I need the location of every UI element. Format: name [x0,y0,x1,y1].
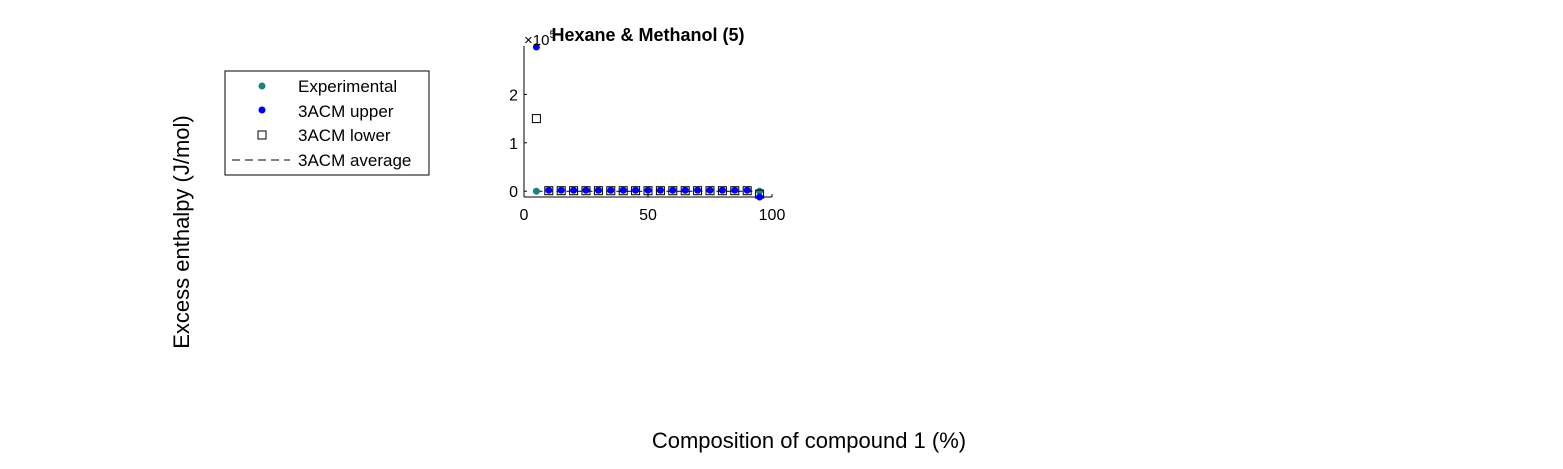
point-3acm-lower [593,186,603,196]
point-3acm-lower [643,186,653,196]
chart-title: Hexane & Methanol (5) [551,25,744,45]
y-tick-label: 0 [509,184,518,201]
y-tick-label: 2 [509,87,518,104]
legend-box [224,70,430,176]
point-3acm-upper [669,186,677,194]
point-3acm-lower [569,186,579,196]
plot-marks [531,43,765,201]
figure-ylabel: Excess enthalpy (J/mol) [169,115,194,349]
point-3acm-lower [680,186,690,196]
legend-symbol-3acm-lower [257,130,267,140]
figure-xlabel: Composition of compound 1 (%) [652,428,966,453]
point-experimental [532,187,540,195]
point-3acm-upper [582,186,590,194]
point-3acm-upper [570,186,578,194]
point-3acm-upper [545,186,553,194]
axes: 0 50 100 0 1 2 [509,46,785,224]
point-3acm-upper [619,186,627,194]
point-3acm-lower [655,186,665,196]
point-3acm-upper [706,186,714,194]
point-3acm-lower [730,186,740,196]
legend: Experimental 3ACM upper 3ACM lower 3ACM … [224,70,430,176]
point-3acm-lower [544,186,554,196]
y-exponent-power: 5 [549,29,555,41]
point-3acm-upper [557,186,565,194]
point-3acm-lower [705,186,715,196]
y-tick-label: 1 [509,136,518,153]
x-tick-label: 100 [759,207,786,224]
legend-symbol-experimental [258,82,266,90]
legend-label-experimental: Experimental [298,77,397,96]
legend-label-3acm-upper: 3ACM upper [298,102,394,121]
point-3acm-lower [668,186,678,196]
point-3acm-lower [693,186,703,196]
legend-label-3acm-average: 3ACM average [298,151,411,170]
point-3acm-upper [607,186,615,194]
point-3acm-lower [717,186,727,196]
point-3acm-upper [594,186,602,194]
point-3acm-upper [656,186,664,194]
point-3acm-upper [718,186,726,194]
axis-ticks: 0 50 100 0 1 2 [509,87,785,224]
point-3acm-upper [756,193,764,201]
point-3acm-lower [606,186,616,196]
point-3acm-upper [743,186,751,194]
y-exponent-base: ×10 [524,32,549,49]
x-tick-label: 0 [520,207,529,224]
y-exponent-label: ×105 [524,29,556,49]
point-3acm-upper [694,186,702,194]
point-3acm-lower [531,114,541,124]
point-3acm-upper [681,186,689,194]
point-3acm-lower [631,186,641,196]
point-3acm-lower [618,186,628,196]
x-tick-label: 50 [639,207,657,224]
point-3acm-upper [532,43,540,51]
point-3acm-lower [742,186,752,196]
legend-symbol-3acm-upper [258,106,266,114]
point-3acm-upper [644,186,652,194]
point-3acm-lower [556,186,566,196]
point-experimental [756,187,764,195]
point-3acm-upper [632,186,640,194]
point-3acm-upper [731,186,739,194]
point-3acm-lower [581,186,591,196]
legend-label-3acm-lower: 3ACM lower [298,126,391,145]
